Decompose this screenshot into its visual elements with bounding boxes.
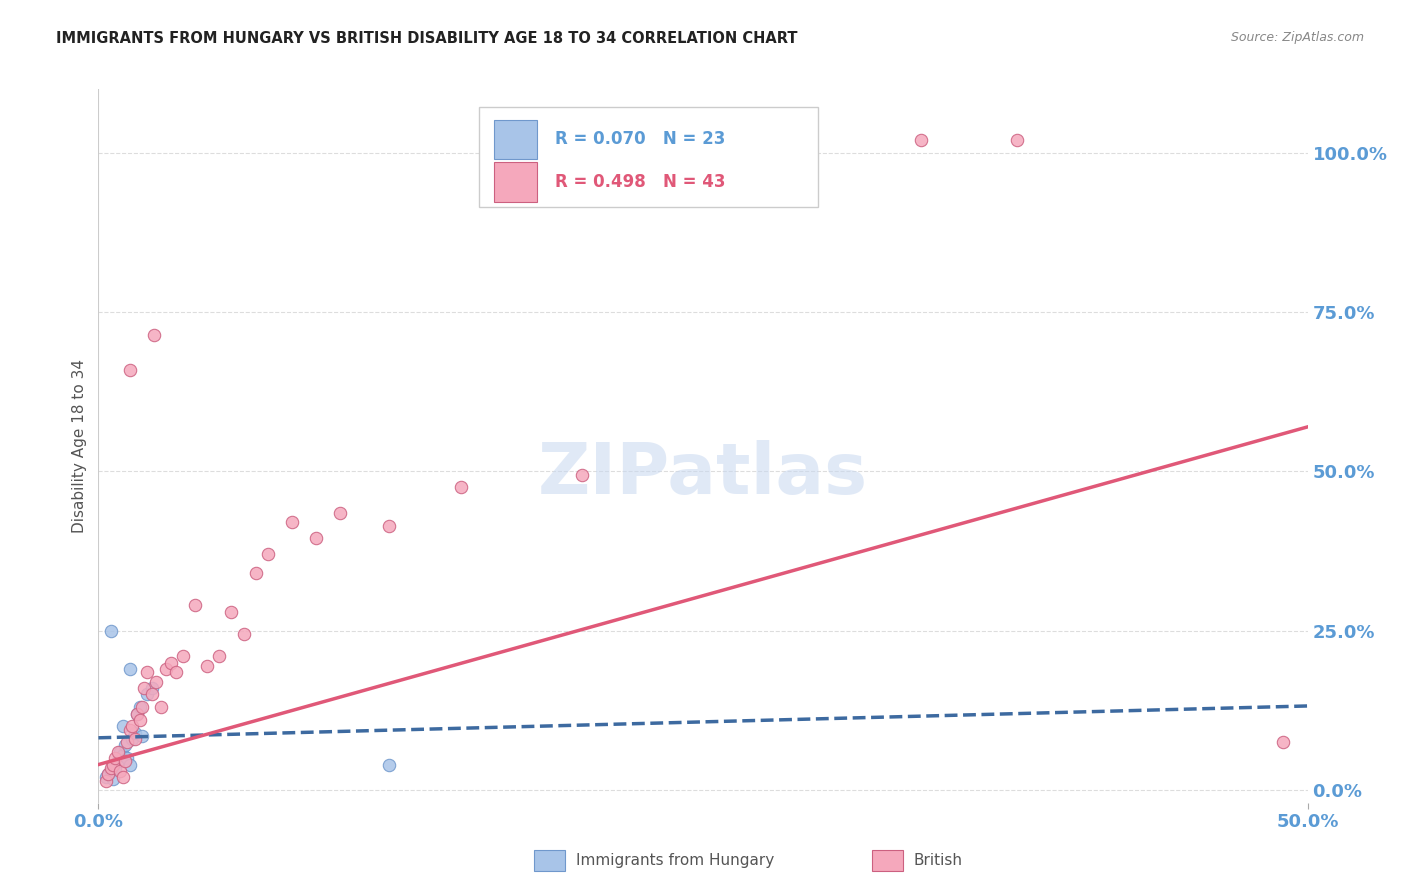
Point bbox=[127, 706, 149, 721]
Text: Immigrants from Hungary: Immigrants from Hungary bbox=[576, 854, 775, 868]
Point bbox=[145, 674, 167, 689]
Point bbox=[160, 656, 183, 670]
Point bbox=[910, 133, 932, 147]
Point bbox=[329, 506, 352, 520]
Point bbox=[101, 757, 124, 772]
Point bbox=[221, 605, 243, 619]
Bar bbox=[494, 162, 537, 202]
Point bbox=[141, 688, 163, 702]
Point bbox=[108, 745, 131, 759]
Point bbox=[118, 723, 141, 737]
Point bbox=[172, 649, 194, 664]
Point bbox=[104, 761, 127, 775]
Point bbox=[571, 467, 593, 482]
Point bbox=[128, 700, 150, 714]
Point bbox=[245, 566, 267, 581]
Point bbox=[118, 757, 141, 772]
Point bbox=[111, 719, 134, 733]
Point bbox=[111, 747, 134, 762]
Point bbox=[118, 662, 141, 676]
Point bbox=[232, 627, 254, 641]
Text: IMMIGRANTS FROM HUNGARY VS BRITISH DISABILITY AGE 18 TO 34 CORRELATION CHART: IMMIGRANTS FROM HUNGARY VS BRITISH DISAB… bbox=[56, 31, 797, 46]
Point bbox=[1007, 133, 1029, 147]
Point bbox=[450, 480, 472, 494]
Point bbox=[100, 761, 122, 775]
Point bbox=[94, 770, 117, 784]
Point bbox=[108, 764, 131, 778]
Point bbox=[131, 700, 153, 714]
Point bbox=[97, 767, 120, 781]
Point bbox=[377, 757, 399, 772]
Point bbox=[117, 735, 139, 749]
Point bbox=[208, 649, 231, 664]
Text: British: British bbox=[914, 854, 963, 868]
Point bbox=[305, 532, 328, 546]
Point bbox=[100, 624, 122, 638]
Point bbox=[97, 767, 120, 781]
Point bbox=[117, 751, 139, 765]
Point bbox=[107, 755, 129, 769]
Bar bbox=[479, 107, 818, 207]
Point bbox=[107, 745, 129, 759]
Point bbox=[281, 516, 304, 530]
Text: R = 0.498   N = 43: R = 0.498 N = 43 bbox=[555, 173, 725, 191]
Point bbox=[155, 662, 177, 676]
Point bbox=[118, 362, 141, 376]
Point bbox=[124, 725, 146, 739]
Text: R = 0.070   N = 23: R = 0.070 N = 23 bbox=[555, 130, 725, 148]
Point bbox=[124, 732, 146, 747]
Point bbox=[121, 719, 143, 733]
Point bbox=[121, 732, 143, 747]
Text: Source: ZipAtlas.com: Source: ZipAtlas.com bbox=[1230, 31, 1364, 45]
Point bbox=[134, 681, 156, 695]
Y-axis label: Disability Age 18 to 34: Disability Age 18 to 34 bbox=[72, 359, 87, 533]
Point bbox=[128, 713, 150, 727]
Point bbox=[195, 658, 218, 673]
Text: ZIPatlas: ZIPatlas bbox=[538, 440, 868, 509]
Point bbox=[104, 751, 127, 765]
Point bbox=[111, 770, 134, 784]
Point bbox=[165, 665, 187, 680]
Point bbox=[131, 729, 153, 743]
Point bbox=[135, 665, 157, 680]
Point bbox=[101, 757, 124, 772]
Point bbox=[101, 772, 124, 786]
Point bbox=[184, 599, 207, 613]
Point bbox=[114, 755, 136, 769]
Point bbox=[143, 327, 166, 342]
Bar bbox=[494, 120, 537, 159]
Point bbox=[127, 706, 149, 721]
Point bbox=[141, 681, 163, 695]
Point bbox=[135, 688, 157, 702]
Point bbox=[1272, 735, 1295, 749]
Point bbox=[256, 547, 278, 561]
Point bbox=[150, 700, 173, 714]
Point bbox=[377, 518, 399, 533]
Point bbox=[114, 739, 136, 753]
Point bbox=[94, 773, 117, 788]
Point bbox=[100, 764, 122, 778]
